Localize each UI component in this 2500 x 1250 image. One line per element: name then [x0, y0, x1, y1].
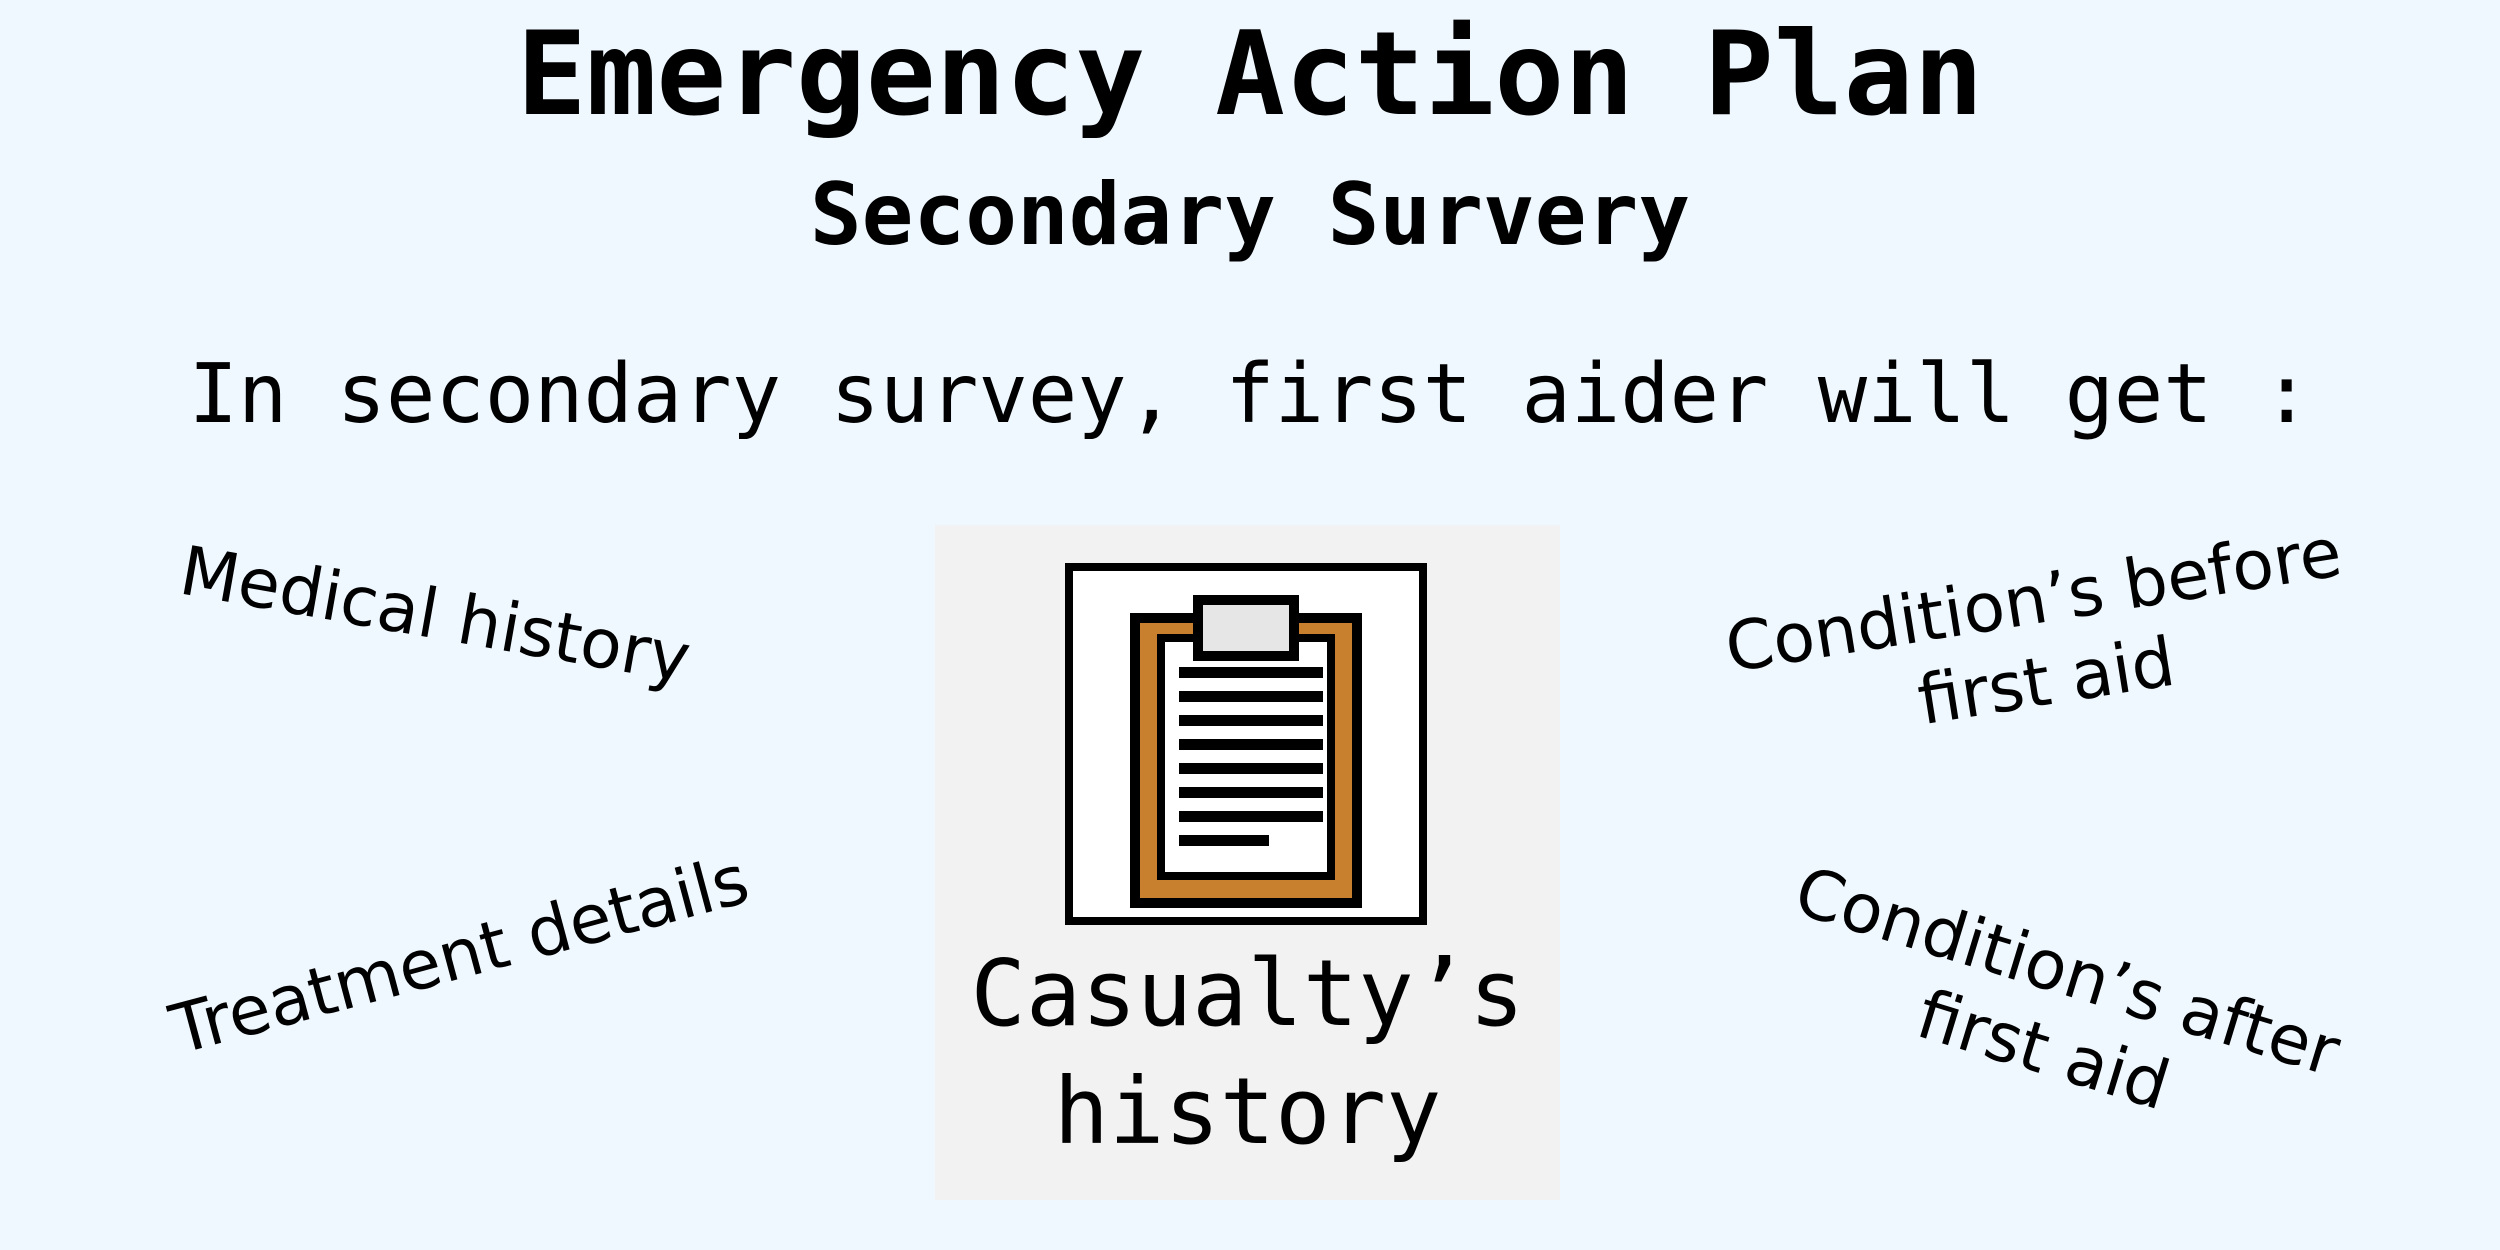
casualty-history-line1: Casualty’s	[970, 940, 1525, 1047]
condition-after-label: Condition’s after first aid	[1672, 824, 2437, 1200]
page-subtitle: Secondary Survery	[809, 165, 1691, 265]
treatment-details-label: Treatment details	[162, 840, 758, 1071]
casualty-history-line2: history	[1053, 1058, 1442, 1165]
clipboard-icon	[1065, 563, 1427, 925]
condition-before-label: Condition’s before first aid	[1632, 498, 2448, 785]
casualty-history-card: Casualty’s history	[935, 525, 1560, 1200]
medical-history-label: Medical history	[174, 531, 697, 700]
intro-text: In secondary survey, first aider will ge…	[188, 347, 2312, 442]
page-title: Emergency Action Plan	[516, 7, 1984, 142]
casualty-history-label: Casualty’s history	[935, 935, 1560, 1171]
